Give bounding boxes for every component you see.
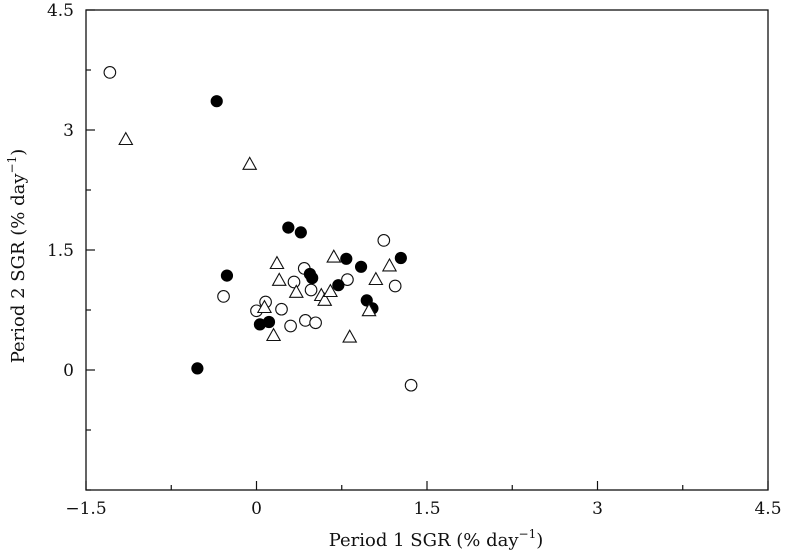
point-triangle-6: [288, 284, 304, 298]
x-axis-title: Period 1 SGR (% day−1): [329, 527, 544, 551]
point-open-1: [217, 290, 230, 303]
x-tick-label: −1.5: [65, 499, 106, 519]
point-open-0: [103, 66, 117, 79]
point-triangle-10: [326, 249, 342, 263]
point-triangle-8: [317, 292, 333, 306]
point-open-6: [287, 275, 301, 289]
point-open-12: [377, 234, 391, 247]
point-triangle-14: [381, 257, 398, 272]
y-tick-label: 1.5: [47, 241, 74, 261]
x-tick-labels: −1.5 0 1.5 3 4.5: [65, 499, 781, 519]
point-open-9: [304, 283, 318, 297]
point-triangle-5: [271, 272, 287, 286]
data-points: [103, 66, 418, 392]
y-tick-label: 4.5: [47, 1, 74, 21]
point-triangle-12: [361, 302, 377, 317]
point-open-10: [309, 316, 322, 330]
plot-area: [85, 9, 769, 491]
y-tick-label: 3: [63, 121, 74, 141]
point-open-5: [284, 319, 297, 333]
plot-frame: [85, 9, 769, 491]
point-filled-2: [191, 362, 204, 375]
x-tick-label: 0: [251, 499, 262, 519]
point-open-11: [341, 273, 354, 286]
point-filled-9: [332, 279, 345, 292]
point-filled-14: [394, 251, 407, 265]
point-filled-10: [340, 252, 353, 265]
point-open-14: [404, 378, 418, 392]
x-tick-label: 4.5: [754, 499, 781, 519]
y-tick-labels: 0 1.5 3 4.5: [47, 1, 74, 381]
point-filled-6: [294, 226, 307, 239]
point-filled-5: [282, 221, 295, 234]
point-filled-1: [220, 269, 234, 282]
point-filled-8: [306, 271, 319, 285]
y-axis-title: Period 2 SGR (% day−1): [5, 149, 29, 364]
point-triangle-1: [242, 156, 258, 170]
point-triangle-13: [368, 271, 384, 286]
point-open-4: [275, 302, 288, 316]
point-filled-11: [354, 260, 368, 273]
x-tick-label: 3: [592, 499, 603, 519]
point-triangle-3: [265, 327, 282, 342]
point-triangle-2: [256, 299, 273, 314]
point-filled-4: [262, 315, 276, 329]
point-triangle-9: [322, 283, 338, 298]
x-tick-label: 1.5: [413, 499, 440, 519]
point-open-8: [299, 314, 312, 327]
point-triangle-11: [342, 329, 358, 343]
y-tick-label: 0: [63, 361, 74, 381]
point-triangle-4: [269, 255, 285, 270]
point-open-13: [388, 279, 402, 293]
point-triangle-0: [118, 131, 134, 146]
point-filled-0: [210, 95, 223, 108]
